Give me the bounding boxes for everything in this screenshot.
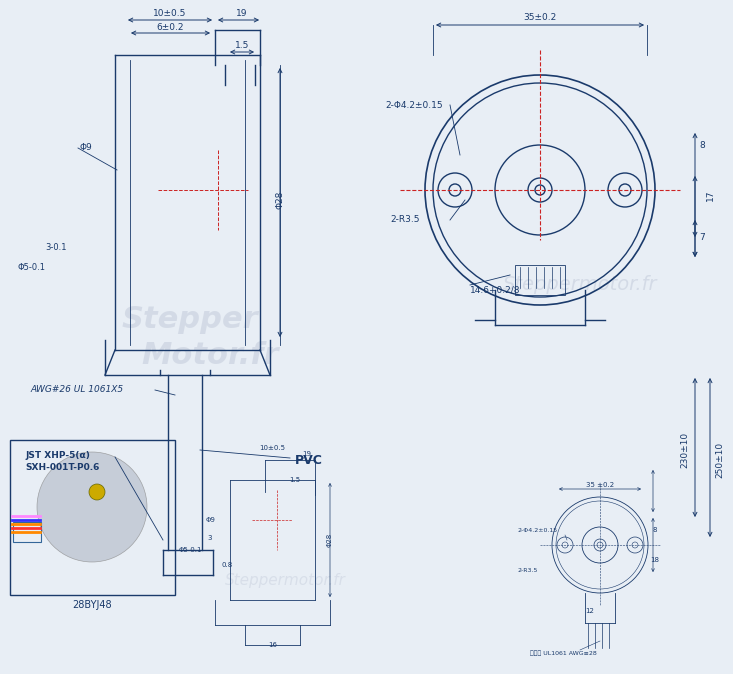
Text: AWG#26 UL 1061X5: AWG#26 UL 1061X5 xyxy=(30,386,123,394)
Text: 230±10: 230±10 xyxy=(680,432,690,468)
Text: 1.5: 1.5 xyxy=(290,477,301,483)
Circle shape xyxy=(37,452,147,562)
Bar xyxy=(10,440,175,595)
Text: Φ9: Φ9 xyxy=(80,144,93,152)
Text: 3: 3 xyxy=(207,535,213,541)
Text: 35±0.2: 35±0.2 xyxy=(523,13,556,22)
Text: 19: 19 xyxy=(236,9,248,18)
Text: 2-R3.5: 2-R3.5 xyxy=(518,568,538,572)
Text: 10±0.5: 10±0.5 xyxy=(153,9,187,18)
Text: 2-R3.5: 2-R3.5 xyxy=(390,216,419,224)
Text: Stepper: Stepper xyxy=(122,305,258,334)
Bar xyxy=(13,522,41,542)
Text: 1.5: 1.5 xyxy=(235,42,249,51)
Text: 10±0.5: 10±0.5 xyxy=(259,445,285,451)
Text: Φ5-0.1: Φ5-0.1 xyxy=(18,264,46,272)
Text: 引出线 UL1061 AWG≡28: 引出线 UL1061 AWG≡28 xyxy=(530,650,597,656)
Text: Φ9: Φ9 xyxy=(206,517,216,523)
Text: 8: 8 xyxy=(699,142,705,150)
Text: 14.6+0.2/8: 14.6+0.2/8 xyxy=(470,286,520,295)
Text: 19: 19 xyxy=(303,451,312,457)
Text: 16: 16 xyxy=(268,642,278,648)
Text: 12: 12 xyxy=(586,608,594,614)
Text: 6±0.2: 6±0.2 xyxy=(156,22,184,32)
Text: Φ5-0.1: Φ5-0.1 xyxy=(178,547,202,553)
Text: 18: 18 xyxy=(650,557,660,563)
Text: Steppermotor.fr: Steppermotor.fr xyxy=(224,572,345,588)
Text: Φ28: Φ28 xyxy=(327,533,333,547)
Text: 17: 17 xyxy=(705,189,715,201)
Text: SXH-001T-P0.6: SXH-001T-P0.6 xyxy=(25,464,100,472)
Text: 2-Φ4.2±0.15: 2-Φ4.2±0.15 xyxy=(385,100,443,109)
Text: 3-0.1: 3-0.1 xyxy=(45,243,67,253)
Text: Motor.fr: Motor.fr xyxy=(141,340,279,369)
Text: 28BYJ48: 28BYJ48 xyxy=(72,600,112,610)
Circle shape xyxy=(89,484,105,500)
Text: 2-Φ4.2±0.15: 2-Φ4.2±0.15 xyxy=(518,528,558,532)
Text: Φ28: Φ28 xyxy=(276,191,284,209)
Text: 7: 7 xyxy=(699,233,705,241)
Text: Steppermotor.fr: Steppermotor.fr xyxy=(503,276,658,295)
Text: PVC: PVC xyxy=(295,454,323,466)
Text: JST XHP-5(α): JST XHP-5(α) xyxy=(25,450,90,460)
Text: 8: 8 xyxy=(653,527,658,533)
Text: 0.8: 0.8 xyxy=(221,562,232,568)
Bar xyxy=(515,265,565,295)
Text: 250±10: 250±10 xyxy=(715,442,724,478)
Text: 35 ±0.2: 35 ±0.2 xyxy=(586,482,614,488)
